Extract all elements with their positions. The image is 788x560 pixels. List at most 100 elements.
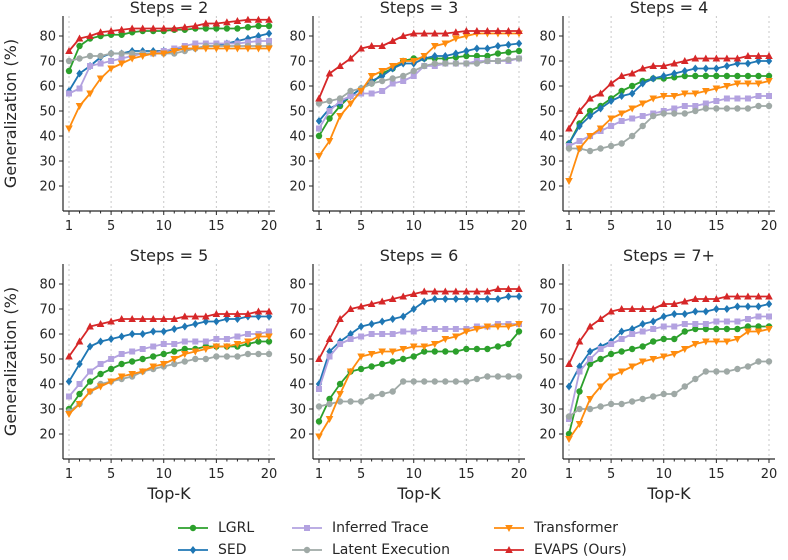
- x-tick-label: 15: [458, 219, 475, 234]
- y-tick-label: 80: [39, 30, 56, 45]
- data-point-lgrl: [734, 325, 741, 333]
- data-point-evaps: [107, 27, 115, 34]
- data-point-evaps: [462, 287, 471, 295]
- data-point-trace: [160, 341, 167, 347]
- data-point-transformer: [617, 368, 626, 376]
- series-evaps: [315, 285, 523, 362]
- data-point-trace: [368, 90, 375, 97]
- data-point-lgrl: [234, 25, 241, 32]
- data-point-transformer: [367, 73, 376, 80]
- data-point-latent: [213, 353, 220, 360]
- data-point-lgrl: [181, 345, 188, 353]
- data-point-latent: [171, 360, 178, 368]
- data-point-trace: [234, 333, 241, 340]
- data-point-transformer: [336, 391, 344, 398]
- data-point-evaps: [180, 23, 189, 31]
- data-point-evaps: [617, 305, 626, 312]
- data-point-evaps: [628, 305, 636, 312]
- data-point-latent: [234, 353, 241, 360]
- data-point-latent: [128, 50, 136, 57]
- data-point-evaps: [441, 29, 450, 37]
- data-point-evaps: [659, 62, 668, 69]
- data-point-sed: [265, 29, 273, 38]
- y-tick-label: 70: [39, 303, 56, 318]
- data-point-transformer: [628, 363, 636, 371]
- series-line-evaps: [568, 55, 769, 129]
- legend-label-lgrl: LGRL: [218, 520, 255, 536]
- x-tick-label: 1: [565, 467, 573, 482]
- data-point-latent: [421, 378, 428, 385]
- data-point-evaps: [325, 69, 334, 77]
- x-tick-label: 20: [261, 219, 278, 234]
- data-point-latent: [628, 132, 636, 140]
- data-point-latent: [389, 388, 396, 395]
- y-tick-label: 50: [289, 105, 306, 120]
- data-point-transformer: [378, 348, 386, 356]
- x-tick-label: 10: [155, 467, 172, 482]
- data-point-sed: [463, 47, 470, 55]
- data-point-trace: [608, 123, 615, 129]
- data-point-transformer: [430, 341, 439, 348]
- data-point-transformer: [346, 368, 355, 376]
- data-point-latent: [181, 358, 188, 365]
- data-point-latent: [765, 102, 773, 110]
- data-point-transformer: [733, 80, 742, 88]
- data-point-lgrl: [463, 52, 470, 60]
- y-tick-label: 60: [39, 328, 56, 343]
- data-point-sed: [597, 104, 604, 113]
- data-point-latent: [357, 398, 365, 405]
- data-point-evaps: [680, 57, 689, 64]
- data-point-sed: [755, 57, 762, 65]
- data-point-transformer: [409, 343, 418, 351]
- data-point-latent: [597, 403, 604, 410]
- data-point-sed: [692, 64, 699, 73]
- data-point-evaps: [765, 52, 773, 59]
- data-point-lgrl: [223, 25, 231, 32]
- series-latent: [565, 358, 773, 420]
- data-point-evaps: [409, 29, 418, 37]
- x-tick-label: 5: [607, 219, 615, 234]
- data-point-evaps: [733, 292, 742, 300]
- y-tick-label: 50: [539, 353, 556, 368]
- data-point-latent: [618, 140, 625, 147]
- data-point-latent: [315, 100, 323, 107]
- data-point-lgrl: [431, 348, 438, 355]
- panel-title: Steps = 7+: [623, 246, 715, 265]
- data-point-lgrl: [586, 360, 594, 368]
- data-point-lgrl: [452, 348, 460, 355]
- data-point-transformer: [75, 401, 84, 408]
- data-point-evaps: [223, 310, 231, 317]
- data-point-transformer: [420, 343, 429, 351]
- data-point-lgrl: [202, 25, 210, 32]
- data-point-trace: [608, 341, 615, 347]
- data-point-sed: [681, 310, 688, 318]
- data-point-transformer: [452, 35, 460, 43]
- data-point-lgrl: [618, 348, 625, 355]
- data-point-transformer: [378, 68, 386, 75]
- series-transformer: [65, 333, 273, 418]
- data-point-transformer: [575, 421, 584, 428]
- data-point-evaps: [430, 287, 439, 295]
- data-point-latent: [368, 393, 375, 400]
- data-point-latent: [660, 110, 667, 117]
- data-point-transformer: [691, 341, 700, 348]
- y-tick-label: 30: [39, 155, 56, 170]
- data-point-trace: [347, 93, 354, 99]
- data-point-lgrl: [473, 345, 481, 353]
- data-point-latent: [607, 400, 615, 408]
- data-point-sed: [181, 322, 188, 331]
- series-sed: [315, 39, 523, 125]
- x-tick-label: 20: [261, 467, 278, 482]
- y-tick-label: 80: [539, 278, 556, 293]
- data-point-evaps: [670, 300, 679, 307]
- data-point-latent: [660, 390, 667, 398]
- data-point-trace: [87, 368, 94, 375]
- data-point-lgrl: [368, 363, 375, 370]
- data-point-trace: [358, 333, 365, 340]
- y-tick-label: 70: [289, 303, 306, 318]
- data-point-lgrl: [118, 31, 125, 38]
- series-latent: [315, 55, 523, 107]
- data-point-sed: [744, 302, 752, 311]
- data-point-latent: [755, 102, 762, 110]
- data-point-lgrl: [515, 47, 523, 55]
